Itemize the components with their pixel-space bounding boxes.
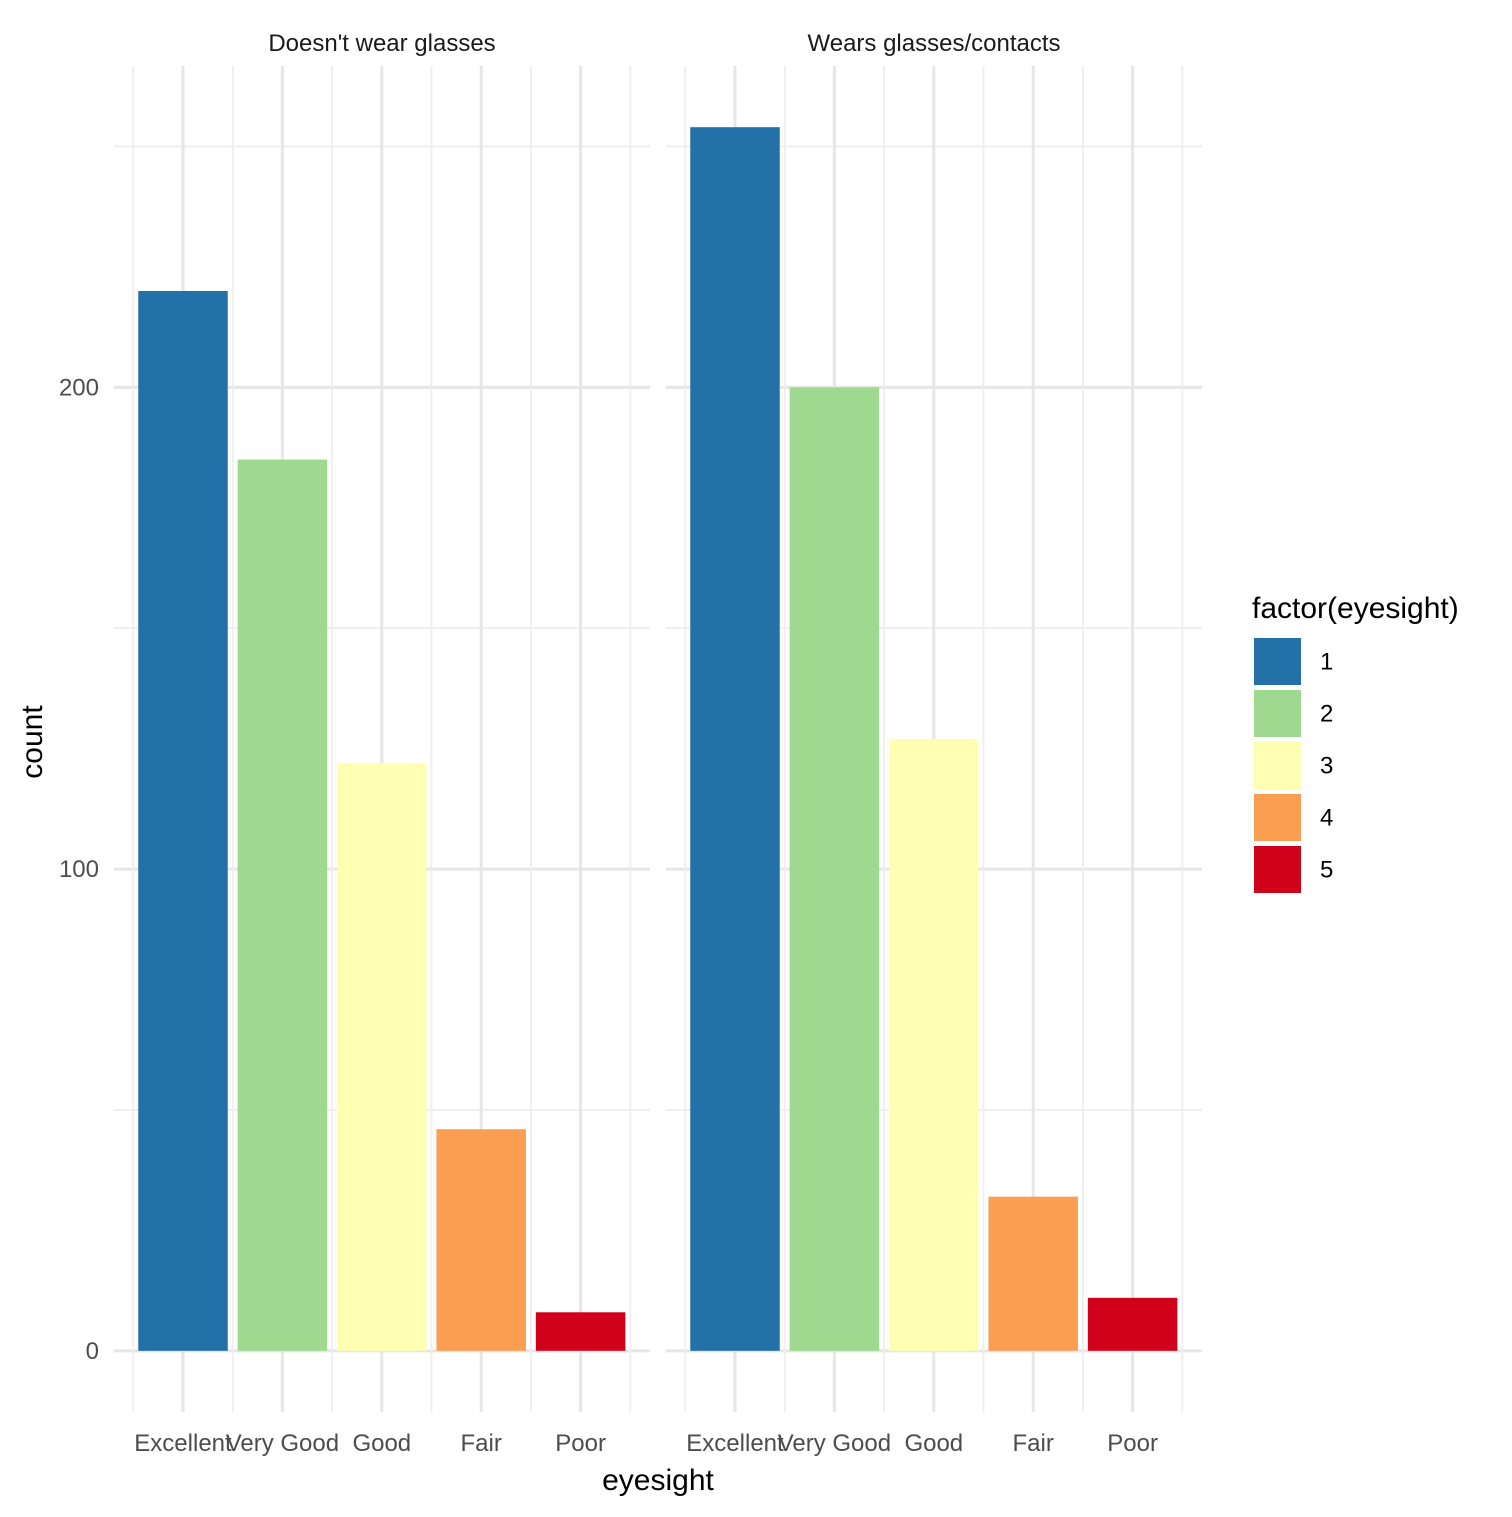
- facet-strip-label: Doesn't wear glasses: [268, 30, 495, 57]
- legend-key: [1254, 846, 1301, 893]
- legend: factor(eyesight) 1 2 3 4 5: [1252, 592, 1459, 893]
- legend-label: 5: [1320, 857, 1333, 884]
- legend-key: [1254, 638, 1301, 685]
- legend-label: 2: [1320, 701, 1333, 728]
- x-tick-label: Fair: [461, 1430, 502, 1457]
- x-tick-label: Poor: [1107, 1430, 1158, 1457]
- bar-excellent: [138, 290, 228, 1351]
- bar-very-good: [789, 387, 880, 1351]
- legend-key: [1254, 742, 1301, 789]
- bar-very-good: [237, 459, 328, 1351]
- bar-poor: [1087, 1297, 1178, 1351]
- bar-fair: [988, 1196, 1078, 1351]
- x-tick-label: Excellent: [686, 1430, 784, 1457]
- legend-key: [1254, 690, 1301, 737]
- legend-label: 4: [1320, 805, 1333, 832]
- y-tick-label: 0: [86, 1338, 99, 1365]
- legend-label: 3: [1320, 753, 1333, 780]
- bar-good: [889, 739, 979, 1351]
- x-tick-label: Excellent: [134, 1430, 232, 1457]
- legend-title: factor(eyesight): [1252, 592, 1459, 625]
- facet-strip-label: Wears glasses/contacts: [808, 30, 1061, 57]
- y-axis: 0 100 200: [59, 374, 99, 1364]
- x-tick-label: Good: [904, 1430, 963, 1457]
- bar-fair: [436, 1129, 526, 1351]
- bar-excellent: [690, 127, 780, 1351]
- y-tick-label: 100: [59, 856, 99, 883]
- x-tick-label: Very Good: [226, 1430, 339, 1457]
- legend-label: 1: [1320, 649, 1333, 676]
- x-tick-label: Poor: [555, 1430, 606, 1457]
- x-axis-title: eyesight: [602, 1464, 714, 1497]
- y-tick-label: 200: [59, 374, 99, 401]
- legend-key: [1254, 794, 1301, 841]
- bar-poor: [535, 1312, 626, 1351]
- x-tick-label: Good: [352, 1430, 411, 1457]
- x-tick-label: Very Good: [778, 1430, 891, 1457]
- legend-items: 1 2 3 4 5: [1254, 638, 1333, 893]
- x-tick-label: Fair: [1013, 1430, 1054, 1457]
- bar-good: [337, 763, 427, 1351]
- y-axis-title: count: [16, 705, 49, 779]
